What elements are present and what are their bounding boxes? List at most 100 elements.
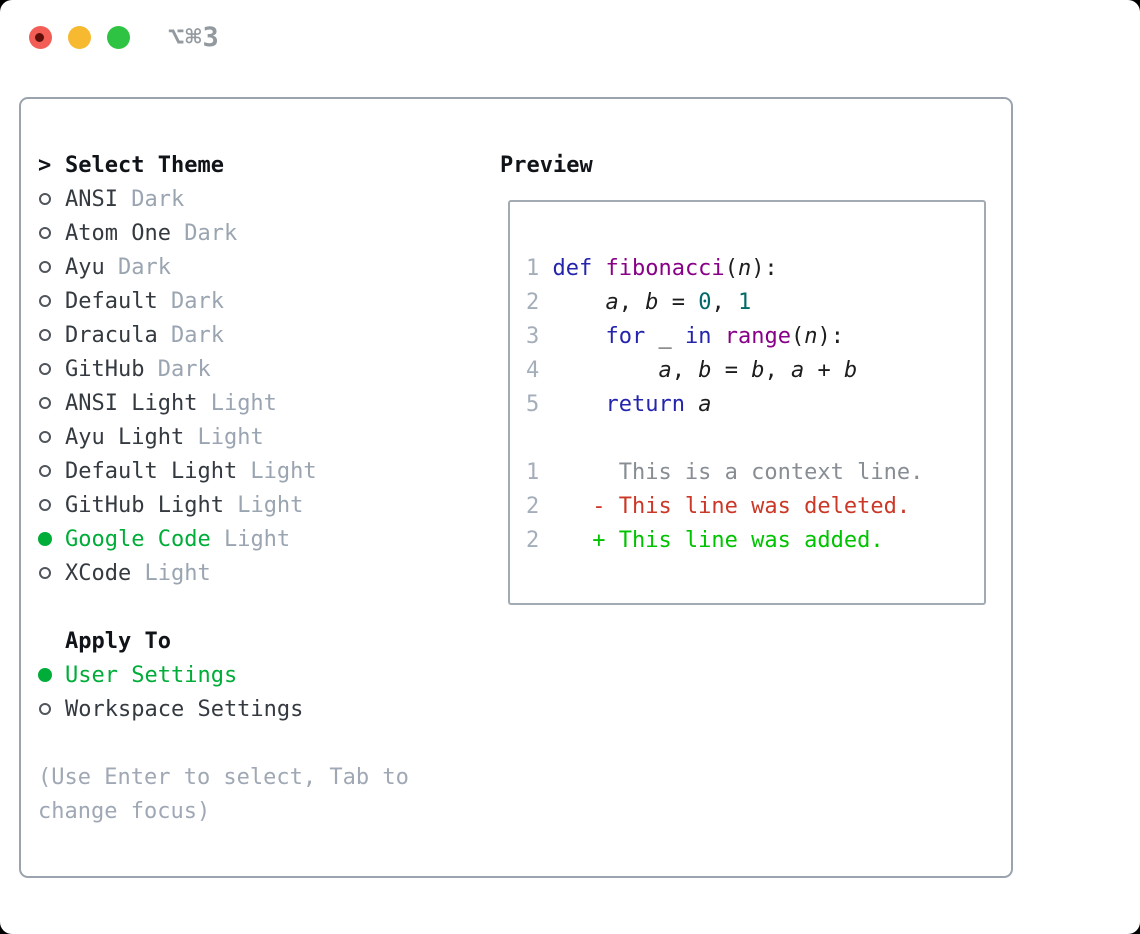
theme-name: Ayu <box>65 254 105 280</box>
window-hotkey-label: ⌥⌘3 <box>168 22 220 53</box>
theme-variant: Dark <box>104 254 171 280</box>
theme-variant: Dark <box>157 322 224 348</box>
preview-title: Preview <box>500 152 593 178</box>
theme-list: ANSI Dark Atom One Dark Ayu Dark Default Da… <box>38 182 488 590</box>
theme-name: Atom One <box>65 220 171 246</box>
line-number: 2 <box>526 493 540 519</box>
radio-icon <box>39 499 51 511</box>
line-number: 3 <box>526 323 540 349</box>
theme-variant: Light <box>223 492 304 518</box>
theme-option[interactable]: Default Light Light <box>38 454 488 488</box>
theme-option[interactable]: Atom One Dark <box>38 216 488 250</box>
theme-name: ANSI <box>65 186 118 212</box>
preview-line: 2 - This line was deleted. <box>526 489 984 523</box>
theme-option[interactable]: Ayu Light Light <box>38 420 488 454</box>
help-text-line: change focus) <box>38 798 211 824</box>
theme-option[interactable]: Ayu Dark <box>38 250 488 284</box>
radio-icon <box>39 329 51 341</box>
code-content: + This line was added. <box>552 527 884 553</box>
theme-option[interactable]: Default Dark <box>38 284 488 318</box>
theme-variant: Light <box>197 390 277 416</box>
radio-icon <box>39 703 51 715</box>
close-button[interactable] <box>29 26 52 49</box>
radio-icon <box>39 363 51 375</box>
minimize-button[interactable] <box>68 26 91 49</box>
code-content: - This line was deleted. <box>552 493 911 519</box>
theme-name: XCode <box>65 560 132 586</box>
line-number <box>526 426 552 451</box>
apply-list: User Settings Workspace Settings <box>38 658 488 726</box>
preview-line: 1 This is a context line. <box>526 455 984 489</box>
apply-option[interactable]: Workspace Settings <box>38 692 488 726</box>
apply-to-header: Apply To <box>38 624 488 658</box>
apply-to-title: Apply To <box>65 628 171 654</box>
theme-variant: Dark <box>157 288 224 314</box>
apply-option[interactable]: User Settings <box>38 658 488 692</box>
line-number: 5 <box>526 391 540 417</box>
theme-name: Default <box>65 288 158 314</box>
theme-option[interactable]: ANSI Light Light <box>38 386 488 420</box>
select-theme-header: > Select Theme <box>38 148 488 182</box>
theme-variant: Light <box>131 560 211 586</box>
theme-option[interactable]: ANSI Dark <box>38 182 488 216</box>
apply-option-label: Workspace Settings <box>65 696 304 722</box>
apply-option-label: User Settings <box>65 662 238 688</box>
theme-option[interactable]: Dracula Dark <box>38 318 488 352</box>
radio-icon <box>39 227 51 239</box>
theme-variant: Dark <box>144 356 211 382</box>
theme-variant: Light <box>184 424 264 450</box>
theme-variant: Light <box>210 526 291 552</box>
theme-variant: Dark <box>117 186 185 212</box>
close-dot-icon <box>35 33 44 42</box>
theme-option[interactable]: Google Code Light <box>38 522 488 556</box>
theme-option[interactable]: GitHub Dark <box>38 352 488 386</box>
theme-name: Dracula <box>65 322 158 348</box>
theme-name: GitHub <box>65 356 145 382</box>
select-theme-title: Select Theme <box>65 152 224 178</box>
theme-panel: > Select Theme ANSI Dark Atom One Dark Ayu… <box>38 148 488 828</box>
help-text-line: (Use Enter to select, Tab to <box>38 764 409 790</box>
titlebar: ⌥⌘3 <box>0 0 1140 74</box>
theme-name: Default Light <box>65 458 238 484</box>
theme-option[interactable]: XCode Light <box>38 556 488 590</box>
radio-icon <box>39 567 51 579</box>
radio-icon <box>39 295 51 307</box>
theme-name: Ayu Light <box>65 424 185 450</box>
preview-line: 1 def fibonacci(n): <box>526 251 984 285</box>
theme-option[interactable]: GitHub Light Light <box>38 488 488 522</box>
zoom-button[interactable] <box>107 26 130 49</box>
code-content: return a <box>605 391 712 417</box>
theme-variant: Dark <box>170 220 238 246</box>
code-content: a, b = 0, 1 <box>605 289 752 315</box>
line-number: 2 <box>526 289 540 315</box>
radio-icon <box>39 261 51 273</box>
theme-variant: Light <box>237 458 317 484</box>
radio-selected-icon <box>38 532 52 546</box>
preview-line: 4 a, b = b, a + b <box>526 353 984 387</box>
theme-name: GitHub Light <box>65 492 224 518</box>
preview-line: 2 a, b = 0, 1 <box>526 285 984 319</box>
app-frame: > Select Theme ANSI Dark Atom One Dark Ayu… <box>19 97 1013 878</box>
radio-icon <box>39 465 51 477</box>
code-content: for _ in range(n): <box>605 323 844 349</box>
line-number: 1 <box>526 255 540 281</box>
focus-caret-icon: > <box>38 152 52 178</box>
preview-line: 5 return a <box>526 387 984 421</box>
line-number: 2 <box>526 527 540 553</box>
line-number: 1 <box>526 459 540 485</box>
theme-name: Google Code <box>65 526 211 552</box>
radio-icon <box>39 431 51 443</box>
code-content: This is a context line. <box>552 459 924 485</box>
preview-line: 2 + This line was added. <box>526 523 984 557</box>
line-number: 4 <box>526 357 540 383</box>
code-content: a, b = b, a + b <box>658 357 858 383</box>
radio-icon <box>39 397 51 409</box>
radio-selected-icon <box>38 668 52 682</box>
radio-icon <box>39 193 51 205</box>
theme-name: ANSI Light <box>65 390 198 416</box>
code-content: def fibonacci(n): <box>552 255 778 281</box>
preview-line: 3 for _ in range(n): <box>526 319 984 353</box>
preview-line <box>526 421 984 455</box>
